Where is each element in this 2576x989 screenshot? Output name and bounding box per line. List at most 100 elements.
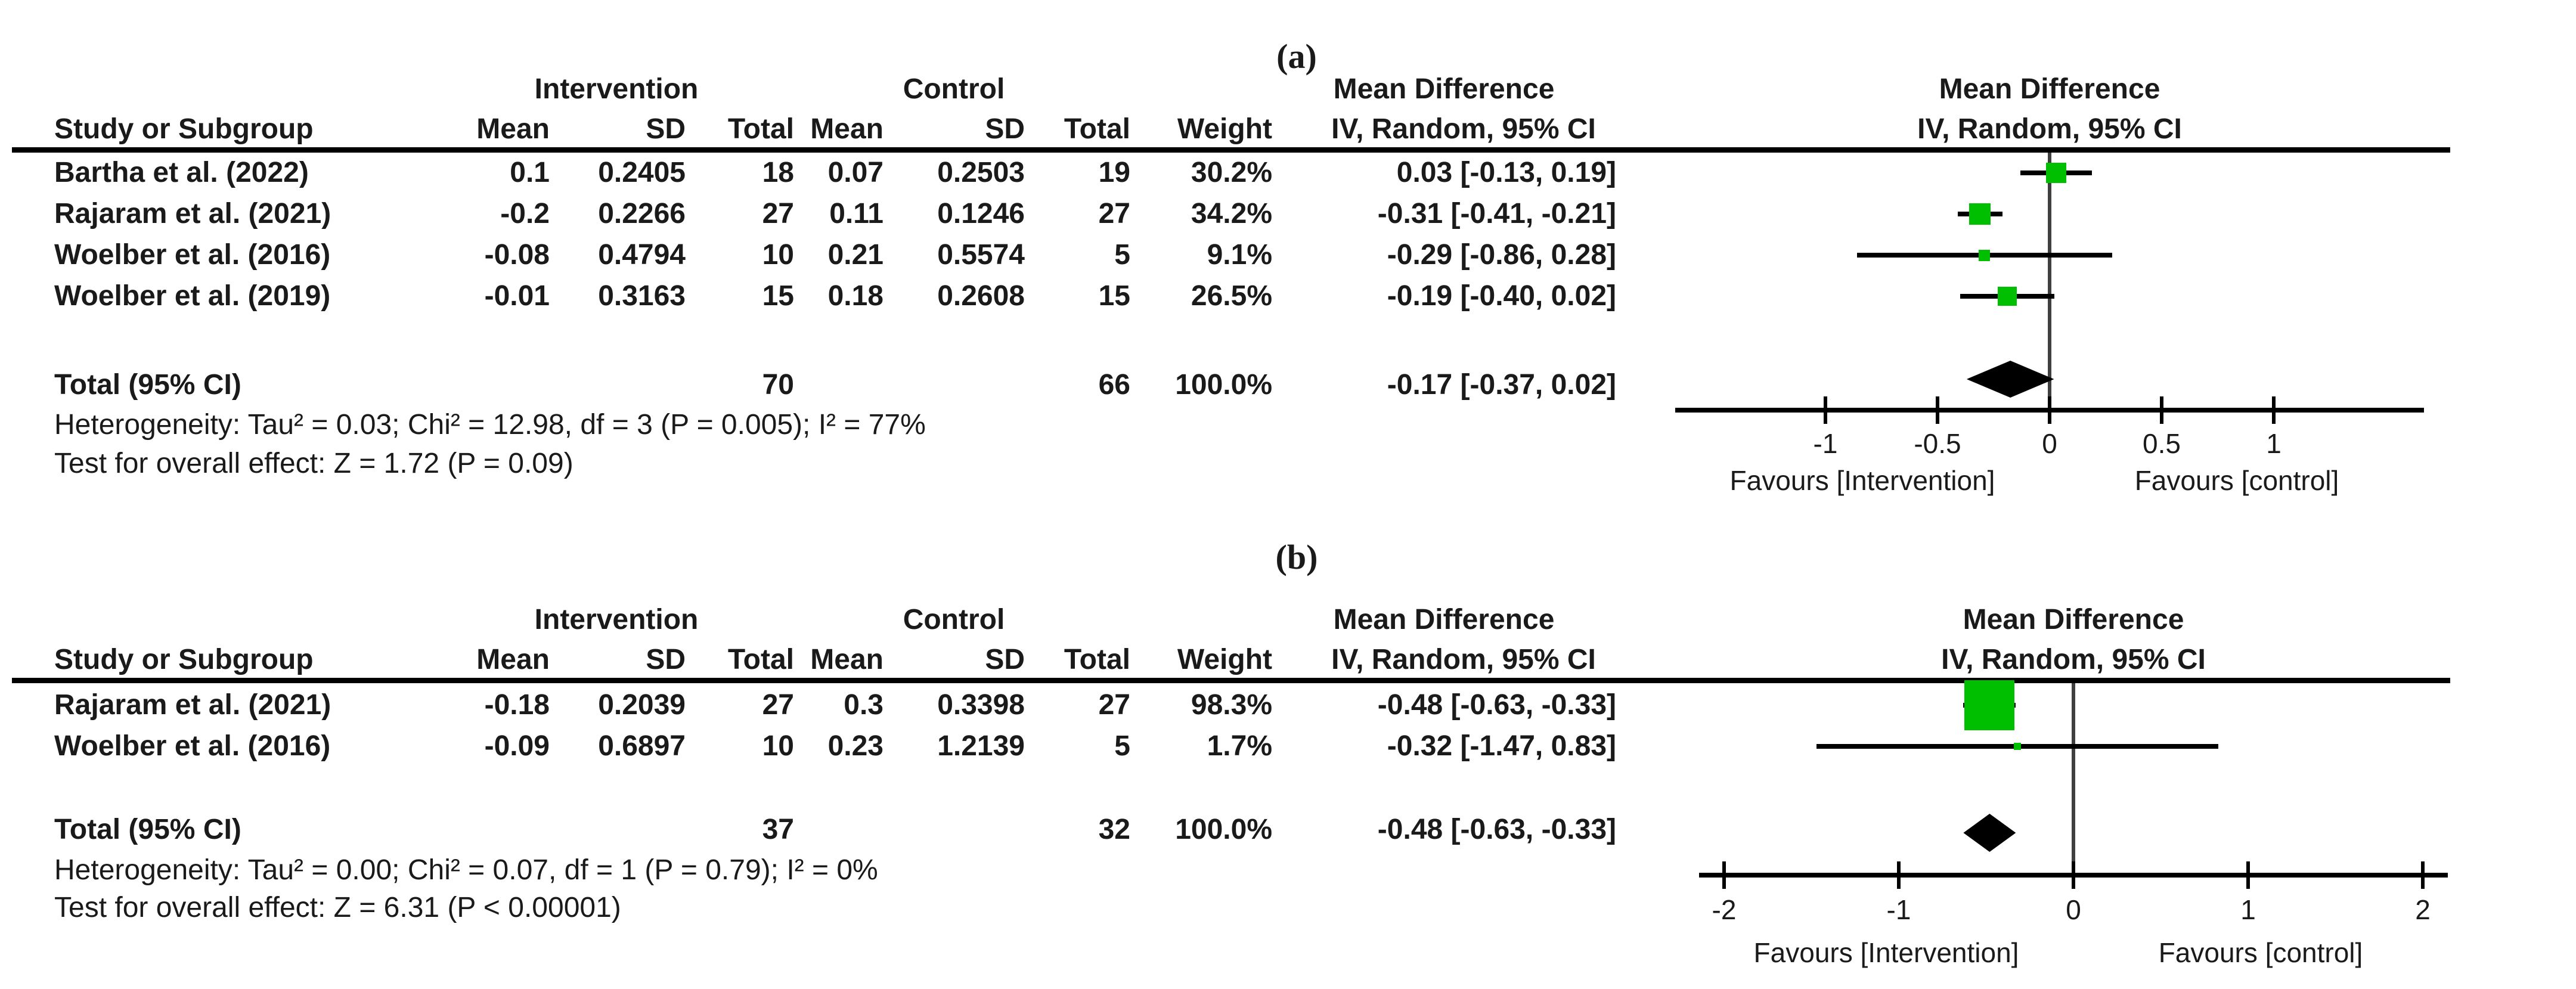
- header-weight: Weight: [1177, 644, 1272, 675]
- x-axis-tick-label: -0.5: [1914, 428, 1961, 459]
- cell-md-ci-text: 0.03 [-0.13, 0.19]: [1396, 157, 1616, 188]
- cell-control-sd: 0.3398: [937, 689, 1025, 721]
- header-sd-control: SD: [985, 644, 1025, 675]
- pooled-diamond: [1966, 361, 2054, 398]
- total-intervention-n: 70: [762, 369, 794, 401]
- x-axis-tick-label: 2: [2415, 894, 2431, 925]
- study-name: Woelber et al. (2016): [54, 239, 331, 271]
- overall-effect-text: Test for overall effect: Z = 6.31 (P < 0…: [54, 892, 621, 923]
- total-intervention-n: 37: [762, 814, 794, 845]
- header-sd-intervention: SD: [646, 113, 686, 145]
- cell-intervention-total: 18: [762, 157, 794, 188]
- cell-intervention-mean: -0.18: [484, 689, 550, 721]
- header-sd-intervention: SD: [646, 644, 686, 675]
- x-axis-tick: [1824, 396, 1827, 424]
- header-total-intervention: Total: [727, 644, 794, 675]
- x-axis-tick: [2272, 396, 2276, 424]
- header-mean-difference-plot: Mean Difference: [1939, 73, 2160, 105]
- header-iv-random-ci-plot: IV, Random, 95% CI: [1941, 644, 2206, 675]
- heterogeneity-text: Heterogeneity: Tau² = 0.03; Chi² = 12.98…: [54, 409, 926, 441]
- cell-control-total: 19: [1098, 157, 1130, 188]
- header-divider-line: [12, 147, 2450, 153]
- cell-md-ci-text: -0.48 [-0.63, -0.33]: [1377, 689, 1616, 721]
- cell-weight: 30.2%: [1191, 157, 1272, 188]
- x-axis-tick: [1897, 861, 1901, 889]
- cell-control-total: 27: [1098, 689, 1130, 721]
- cell-md-ci-text: -0.19 [-0.40, 0.02]: [1387, 280, 1616, 312]
- total-weight: 100.0%: [1175, 369, 1272, 401]
- zero-line: [2072, 683, 2075, 875]
- header-iv-random-ci-plot: IV, Random, 95% CI: [1917, 113, 2182, 145]
- header-mean-difference-table: Mean Difference: [1333, 73, 1555, 105]
- total-label: Total (95% CI): [54, 369, 241, 401]
- heterogeneity-text: Heterogeneity: Tau² = 0.00; Chi² = 0.07,…: [54, 854, 878, 886]
- cell-control-mean: 0.11: [829, 198, 884, 230]
- x-axis-tick-label: -1: [1813, 428, 1838, 459]
- x-axis-tick: [1722, 861, 1726, 889]
- cell-weight: 26.5%: [1191, 280, 1272, 312]
- effect-square: [1964, 680, 2015, 730]
- cell-control-mean: 0.21: [827, 239, 884, 271]
- header-study-or-subgroup: Study or Subgroup: [54, 644, 314, 675]
- cell-intervention-sd: 0.6897: [598, 730, 686, 762]
- x-axis-tick: [2048, 396, 2051, 424]
- total-md-ci-text: -0.17 [-0.37, 0.02]: [1387, 369, 1616, 401]
- cell-intervention-total: 27: [762, 198, 794, 230]
- cell-weight: 9.1%: [1207, 239, 1272, 271]
- cell-control-sd: 0.2503: [937, 157, 1025, 188]
- cell-weight: 1.7%: [1207, 730, 1272, 762]
- effect-square: [1997, 287, 2017, 306]
- favours-intervention-label: Favours [Intervention]: [1729, 465, 1995, 496]
- x-axis-tick-label: -2: [1712, 894, 1737, 925]
- cell-control-total: 5: [1114, 239, 1130, 271]
- x-axis-tick: [2246, 861, 2250, 889]
- header-iv-random-ci-table: IV, Random, 95% CI: [1331, 644, 1596, 675]
- header-total-control: Total: [1064, 113, 1130, 145]
- cell-weight: 34.2%: [1191, 198, 1272, 230]
- effect-square: [2046, 163, 2067, 183]
- cell-control-mean: 0.23: [827, 730, 884, 762]
- cell-intervention-sd: 0.2266: [598, 198, 686, 230]
- cell-intervention-sd: 0.4794: [598, 239, 686, 271]
- header-divider-line: [12, 678, 2450, 683]
- cell-intervention-mean: -0.01: [484, 280, 550, 312]
- header-mean-control: Mean: [810, 644, 884, 675]
- header-weight: Weight: [1177, 113, 1272, 145]
- header-group-control: Control: [903, 73, 1005, 105]
- header-sd-control: SD: [985, 113, 1025, 145]
- cell-md-ci-text: -0.31 [-0.41, -0.21]: [1377, 198, 1616, 230]
- header-total-intervention: Total: [727, 113, 794, 145]
- cell-intervention-mean: -0.2: [500, 198, 550, 230]
- cell-intervention-total: 27: [762, 689, 794, 721]
- cell-control-sd: 0.1246: [937, 198, 1025, 230]
- total-md-ci-text: -0.48 [-0.63, -0.33]: [1377, 814, 1616, 845]
- cell-control-total: 15: [1098, 280, 1130, 312]
- cell-intervention-total: 10: [762, 730, 794, 762]
- x-axis-tick-label: 1: [2240, 894, 2256, 925]
- header-mean-difference-plot: Mean Difference: [1963, 604, 2184, 635]
- cell-intervention-sd: 0.2039: [598, 689, 686, 721]
- study-name: Rajaram et al. (2021): [54, 689, 331, 721]
- effect-square: [2014, 743, 2022, 750]
- effect-square: [1969, 203, 1991, 225]
- total-control-n: 66: [1098, 369, 1130, 401]
- cell-control-sd: 0.2608: [937, 280, 1025, 312]
- cell-intervention-sd: 0.3163: [598, 280, 686, 312]
- x-axis-tick: [2421, 861, 2425, 889]
- x-axis-tick-label: 0.5: [2143, 428, 2181, 459]
- study-name: Woelber et al. (2016): [54, 730, 331, 762]
- study-name: Woelber et al. (2019): [54, 280, 331, 312]
- cell-md-ci-text: -0.32 [-1.47, 0.83]: [1387, 730, 1616, 762]
- header-mean-control: Mean: [810, 113, 884, 145]
- header-group-intervention: Intervention: [534, 604, 699, 635]
- x-axis-tick: [2072, 861, 2075, 889]
- favours-control-label: Favours [control]: [2158, 937, 2363, 968]
- cell-control-mean: 0.3: [844, 689, 884, 721]
- panel-label: (b): [1275, 538, 1318, 576]
- total-label: Total (95% CI): [54, 814, 241, 845]
- overall-effect-text: Test for overall effect: Z = 1.72 (P = 0…: [54, 448, 574, 479]
- cell-control-total: 27: [1098, 198, 1130, 230]
- cell-intervention-total: 15: [762, 280, 794, 312]
- zero-line: [2048, 153, 2051, 410]
